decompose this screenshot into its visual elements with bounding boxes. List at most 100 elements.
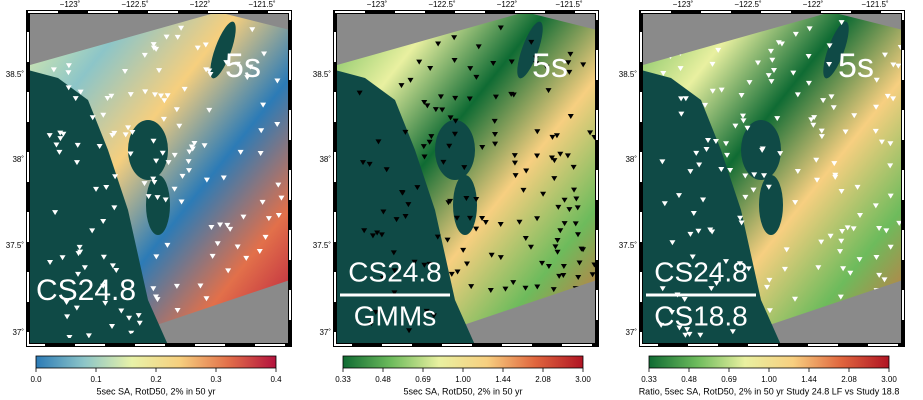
station-marker xyxy=(186,149,193,155)
station-marker xyxy=(565,60,572,66)
map-frame-dashes xyxy=(334,11,598,346)
station-marker xyxy=(391,268,398,274)
station-marker xyxy=(53,142,60,148)
station-marker xyxy=(85,333,92,338)
period-label: 5s xyxy=(838,47,874,85)
station-marker xyxy=(174,34,181,40)
station-marker xyxy=(736,261,743,267)
station-marker xyxy=(185,159,192,165)
station-marker xyxy=(896,220,903,226)
station-marker xyxy=(745,266,752,272)
colorbar-tick-label: 0.33 xyxy=(641,375,657,384)
station-marker xyxy=(96,143,103,149)
station-marker xyxy=(571,187,578,193)
station-marker xyxy=(873,104,880,110)
station-marker xyxy=(451,35,458,41)
station-marker xyxy=(759,147,766,153)
station-marker xyxy=(534,129,541,135)
colorbar-caption: Ratio, 5sec SA, RotD50, 2% in 50 yr Stud… xyxy=(639,386,900,396)
station-marker xyxy=(528,39,535,45)
station-marker xyxy=(57,130,64,136)
station-marker xyxy=(851,113,858,119)
colorbar-tick-label: 0.4 xyxy=(270,375,282,384)
station-marker xyxy=(73,305,80,311)
station-marker xyxy=(682,332,689,338)
station-marker xyxy=(838,189,845,195)
station-marker xyxy=(52,210,59,216)
station-marker xyxy=(162,197,169,203)
station-marker xyxy=(65,70,72,76)
station-marker xyxy=(108,93,115,99)
station-marker xyxy=(437,94,444,100)
station-marker xyxy=(724,152,731,158)
station-marker xyxy=(65,85,72,91)
bay xyxy=(146,175,170,235)
station-marker xyxy=(89,115,96,121)
station-marker xyxy=(778,41,785,47)
station-marker xyxy=(460,247,467,253)
station-marker xyxy=(668,309,675,315)
station-marker xyxy=(705,137,712,143)
station-marker xyxy=(658,322,665,328)
station-marker xyxy=(426,261,433,267)
station-marker xyxy=(550,287,557,293)
station-marker xyxy=(520,187,527,193)
station-marker xyxy=(578,246,585,252)
station-marker xyxy=(718,87,725,93)
station-marker xyxy=(739,113,746,119)
station-marker xyxy=(696,162,703,168)
station-marker xyxy=(678,111,685,117)
station-marker xyxy=(566,207,573,213)
station-marker xyxy=(203,67,210,73)
station-marker xyxy=(77,249,84,255)
station-marker xyxy=(527,244,534,250)
station-marker xyxy=(467,66,474,72)
station-marker xyxy=(163,34,170,40)
station-marker xyxy=(702,102,709,108)
station-marker xyxy=(497,25,504,31)
station-marker xyxy=(659,286,666,292)
station-marker xyxy=(89,228,96,234)
station-marker xyxy=(100,254,107,260)
station-marker xyxy=(522,285,529,291)
station-marker xyxy=(777,151,784,157)
station-marker xyxy=(473,74,480,80)
station-marker xyxy=(827,233,834,239)
station-marker xyxy=(876,225,883,231)
station-marker xyxy=(75,271,82,277)
station-marker xyxy=(488,252,495,258)
station-marker xyxy=(451,131,458,137)
colorbar-tick-label: 0.1 xyxy=(90,375,102,384)
station-marker xyxy=(237,149,244,155)
station-marker xyxy=(742,194,749,200)
station-marker xyxy=(708,286,715,292)
station-marker xyxy=(837,294,844,300)
station-marker xyxy=(508,91,515,97)
colorbar xyxy=(648,355,890,369)
station-marker xyxy=(775,40,782,46)
station-marker xyxy=(768,79,775,85)
station-marker xyxy=(435,41,442,47)
station-marker xyxy=(873,255,880,261)
station-marker xyxy=(765,73,772,79)
station-marker xyxy=(128,330,135,336)
lat-tick-label: 37˚ xyxy=(319,328,331,337)
station-marker xyxy=(876,272,883,278)
colorbar-tick-label: 0.48 xyxy=(681,375,697,384)
station-marker xyxy=(479,215,486,221)
station-marker xyxy=(709,88,716,94)
station-marker xyxy=(444,237,451,243)
station-marker xyxy=(234,244,241,250)
station-marker xyxy=(837,249,844,255)
station-marker xyxy=(432,107,439,113)
station-marker xyxy=(225,268,232,274)
bay xyxy=(210,21,236,79)
station-marker xyxy=(765,184,772,190)
station-marker xyxy=(707,227,714,233)
station-marker xyxy=(208,225,215,231)
station-marker xyxy=(73,160,80,166)
map-frame-dashes xyxy=(27,11,291,346)
lat-tick-label: 37˚ xyxy=(12,328,24,337)
station-marker xyxy=(451,57,458,63)
lon-tick-label: −122.5˚ xyxy=(734,0,762,9)
